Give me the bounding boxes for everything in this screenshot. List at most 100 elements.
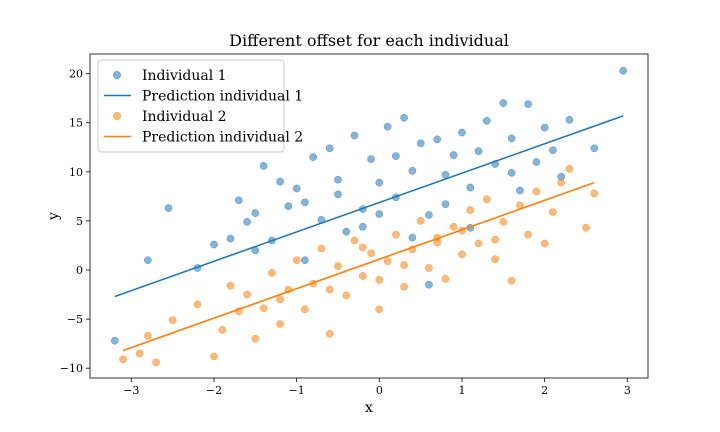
legend-marker-individual-2 [113,112,121,120]
point-individual-1-58 [375,210,384,218]
point-individual-1-5 [226,234,235,243]
point-individual-2-58 [276,295,284,304]
x-tick-label: 3 [624,384,631,397]
point-individual-2-50 [582,223,590,232]
point-individual-1-28 [416,139,425,148]
chart-title: Different offset for each individual [229,31,509,50]
point-individual-2-38 [474,239,483,248]
x-tick-label: 1 [459,384,466,397]
y-tick-label: −10 [60,362,83,375]
point-individual-1-34 [466,183,475,192]
point-individual-1-38 [499,99,508,107]
point-individual-2-11 [251,334,260,343]
point-individual-2-24 [358,272,367,280]
point-individual-1-43 [540,123,549,132]
point-individual-2-48 [557,178,566,187]
point-individual-2-51 [590,189,599,198]
legend-marker-individual-1 [113,71,121,79]
point-individual-1-14 [301,256,309,265]
point-individual-2-7 [218,326,227,334]
point-individual-1-30 [433,135,442,144]
point-individual-2-29 [400,282,408,291]
point-individual-2-3 [152,358,160,367]
point-individual-2-46 [540,239,549,248]
point-individual-1-15 [309,153,318,161]
point-individual-1-56 [251,209,260,217]
point-individual-2-54 [400,261,408,269]
point-individual-2-8 [226,281,235,290]
point-individual-1-22 [367,155,375,163]
point-individual-2-19 [317,244,326,253]
point-individual-1-1 [144,256,152,265]
legend-entry-individual-2: Individual 2 [142,109,227,125]
point-individual-1-49 [425,280,433,289]
point-individual-2-6 [210,352,218,361]
point-individual-1-33 [458,128,466,137]
point-individual-2-12 [259,304,268,313]
x-tick-label: −3 [123,384,139,397]
point-individual-1-9 [259,162,268,170]
y-tick-label: 5 [76,215,83,228]
y-tick-label: 20 [69,68,83,81]
point-individual-1-42 [532,158,541,166]
x-tick-label: 0 [376,384,383,397]
point-individual-2-44 [524,230,532,239]
point-individual-1-51 [358,222,367,231]
point-individual-2-25 [367,249,375,258]
prediction-lines [114,115,624,352]
point-individual-2-42 [507,276,516,285]
point-individual-1-40 [516,186,524,195]
point-individual-1-48 [619,66,628,75]
point-individual-1-41 [524,100,532,108]
point-individual-1-39 [507,134,516,143]
point-individual-1-59 [507,168,516,177]
point-individual-2-47 [549,208,557,216]
point-individual-2-26 [375,305,384,314]
point-individual-2-2 [144,331,152,340]
point-individual-2-5 [193,300,202,309]
point-individual-2-57 [491,235,499,244]
series-individual-2-points [119,165,599,367]
point-individual-1-7 [243,218,251,226]
point-individual-2-34 [441,274,450,283]
point-individual-1-19 [342,227,351,236]
legend-entry-prediction-individual-2: Prediction individual 2 [142,130,303,146]
point-individual-2-1 [135,349,144,358]
point-individual-1-29 [425,211,433,219]
point-individual-1-47 [590,144,599,153]
y-axis-label: y [46,212,62,221]
point-individual-2-39 [482,195,491,204]
point-individual-2-4 [168,316,177,324]
point-individual-2-40 [491,255,499,264]
line-prediction-individual-1 [114,115,624,298]
point-individual-2-32 [425,264,433,272]
point-individual-1-12 [284,202,293,211]
legend-entry-individual-1: Individual 1 [142,68,227,84]
point-individual-2-36 [458,250,466,259]
point-individual-1-32 [449,151,458,159]
point-individual-2-10 [243,290,251,299]
y-tick-label: 0 [76,264,83,277]
x-tick-label: −1 [289,384,305,397]
point-individual-2-41 [499,218,508,226]
point-individual-2-0 [119,355,127,364]
point-individual-2-28 [392,230,400,239]
point-individual-2-37 [466,206,475,214]
point-individual-1-0 [110,336,119,345]
point-individual-2-23 [350,236,359,245]
point-individual-2-31 [416,217,425,225]
point-individual-1-27 [408,166,417,175]
point-individual-1-4 [210,240,218,249]
point-individual-2-17 [301,305,309,314]
point-individual-1-53 [408,233,417,242]
point-individual-2-59 [375,275,384,284]
point-individual-2-52 [325,285,334,294]
point-individual-1-2 [164,204,173,212]
y-tick-label: 10 [69,166,83,179]
point-individual-2-53 [358,243,367,252]
x-axis-ticks: −3 −2 −1 0 1 2 3 [123,378,631,397]
legend-box [97,59,285,153]
point-individual-1-36 [482,116,491,125]
point-individual-2-20 [325,329,334,338]
